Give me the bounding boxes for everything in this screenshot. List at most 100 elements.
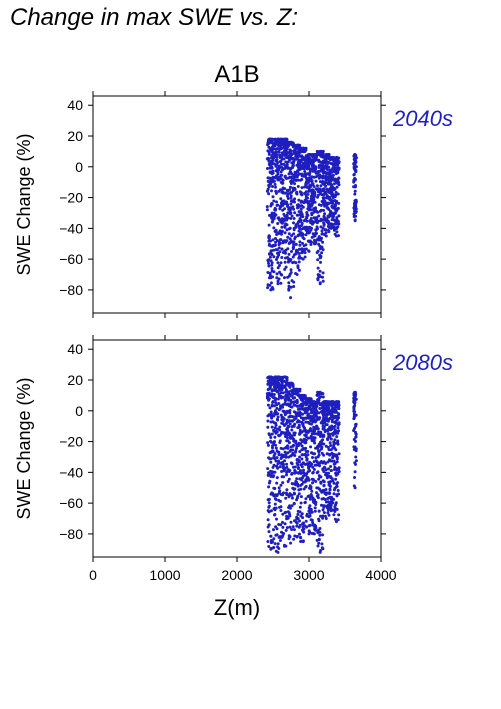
- data-point: [283, 137, 286, 141]
- data-point: [333, 206, 337, 210]
- data-point: [321, 533, 324, 537]
- data-point: [326, 437, 329, 441]
- data-point: [324, 234, 328, 238]
- data-point: [321, 279, 325, 283]
- data-point: [322, 176, 325, 179]
- data-point: [318, 550, 322, 554]
- data-point: [281, 190, 285, 194]
- data-point: [285, 228, 289, 232]
- data-point: [332, 225, 336, 229]
- data-point: [270, 392, 274, 396]
- data-point: [273, 243, 277, 247]
- data-point: [296, 467, 300, 470]
- data-point: [287, 281, 291, 285]
- data-point: [304, 438, 308, 442]
- data-point: [287, 154, 291, 158]
- data-point: [286, 235, 290, 239]
- data-point: [281, 208, 285, 212]
- data-point: [323, 498, 327, 501]
- data-point: [273, 435, 277, 439]
- data-point: [303, 480, 307, 484]
- data-point: [280, 221, 284, 225]
- data-point: [278, 425, 282, 429]
- data-point: [266, 286, 270, 290]
- data-point: [323, 417, 327, 421]
- data-point: [297, 492, 301, 496]
- data-point: [353, 486, 357, 490]
- data-point: [335, 456, 339, 459]
- data-point: [322, 215, 326, 219]
- data-point: [275, 200, 278, 204]
- data-point: [302, 244, 306, 248]
- data-point: [324, 196, 328, 200]
- data-point: [292, 501, 296, 505]
- data-point: [275, 140, 279, 144]
- data-point: [286, 160, 290, 164]
- data-point: [283, 413, 287, 417]
- data-point: [280, 146, 284, 150]
- data-point: [308, 504, 312, 508]
- data-point: [271, 195, 275, 199]
- data-point: [305, 472, 309, 476]
- data-point: [295, 446, 298, 450]
- data-point: [353, 153, 357, 156]
- data-point: [293, 211, 297, 215]
- data-point: [279, 505, 283, 509]
- data-point: [300, 155, 303, 159]
- data-point: [269, 159, 273, 163]
- data-point: [267, 276, 271, 280]
- data-point: [268, 384, 272, 388]
- data-point: [286, 420, 290, 424]
- data-point: [297, 268, 301, 272]
- data-point: [289, 180, 293, 184]
- data-point: [321, 226, 325, 230]
- data-point: [317, 187, 320, 191]
- data-point: [329, 480, 332, 484]
- data-point: [324, 462, 328, 465]
- data-point: [304, 195, 308, 199]
- data-point: [283, 191, 287, 195]
- data-point: [353, 185, 357, 189]
- data-point: [325, 159, 328, 163]
- scatter-points: [265, 375, 358, 554]
- data-point: [310, 164, 314, 168]
- data-point: [281, 178, 285, 182]
- data-point: [302, 487, 306, 491]
- data-point: [322, 511, 326, 515]
- data-point: [328, 197, 332, 201]
- data-point: [296, 512, 300, 516]
- data-point: [295, 404, 299, 408]
- data-point: [302, 219, 306, 223]
- data-point: [273, 452, 277, 456]
- data-point: [328, 403, 332, 407]
- data-point: [308, 422, 311, 425]
- data-point: [319, 184, 323, 188]
- data-point: [322, 155, 326, 158]
- data-point: [294, 480, 298, 483]
- data-point: [354, 447, 358, 451]
- data-point: [286, 409, 290, 413]
- data-point: [267, 530, 271, 534]
- data-point: [278, 147, 281, 151]
- data-point: [305, 402, 309, 406]
- data-point: [329, 162, 333, 165]
- data-point: [292, 159, 296, 163]
- data-point: [329, 505, 333, 509]
- data-point: [286, 515, 290, 519]
- data-point: [329, 469, 333, 472]
- data-point: [332, 186, 336, 190]
- data-point: [273, 389, 277, 392]
- data-point: [331, 456, 334, 460]
- data-point: [297, 444, 301, 447]
- data-point: [327, 513, 331, 517]
- data-point: [300, 457, 304, 461]
- data-point: [276, 178, 280, 182]
- data-point: [285, 462, 289, 466]
- data-point: [300, 420, 304, 424]
- data-point: [312, 427, 316, 431]
- data-point: [274, 533, 278, 537]
- data-point: [272, 248, 275, 252]
- data-point: [287, 232, 291, 236]
- data-point: [333, 199, 337, 202]
- data-point: [354, 459, 358, 463]
